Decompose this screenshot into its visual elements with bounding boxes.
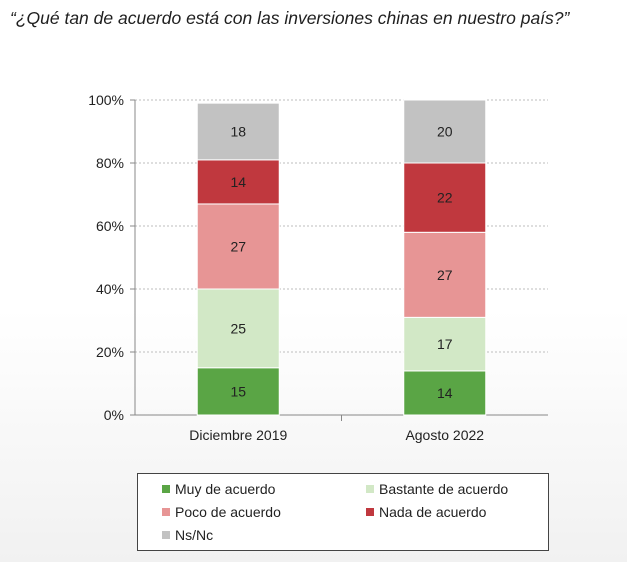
bar-segment: [403, 99, 487, 164]
legend-label: Bastante de acuerdo: [379, 481, 509, 497]
chart-title: “¿Qué tan de acuerdo está con las invers…: [10, 8, 570, 28]
legend-swatch: [366, 485, 374, 493]
x-tick-label: Agosto 2022: [405, 427, 484, 443]
legend-label: Ns/Nc: [175, 527, 214, 543]
data-label: 14: [437, 385, 453, 401]
legend-swatch: [366, 508, 374, 516]
data-label: 27: [437, 267, 453, 283]
data-labels: 15 25 27 14 18 14 17 27 22 20: [230, 124, 452, 401]
legend-item: Bastante de acuerdo: [366, 481, 508, 497]
bar-segment: [403, 316, 487, 372]
legend-label: Nada de acuerdo: [379, 504, 487, 520]
x-tick-label: Diciembre 2019: [189, 427, 287, 443]
data-label: 14: [230, 174, 246, 190]
legend-label: Poco de acuerdo: [175, 504, 281, 520]
data-label: 22: [437, 190, 453, 206]
y-tick-label: 40%: [96, 281, 124, 297]
data-label: 25: [230, 320, 246, 336]
legend-item: Poco de acuerdo: [162, 504, 281, 520]
data-label: 18: [230, 124, 246, 140]
bars: [196, 99, 487, 416]
y-tick-label: 60%: [96, 218, 124, 234]
legend-label: Muy de acuerdo: [175, 481, 276, 497]
data-label: 17: [437, 336, 453, 352]
stacked-bar-chart: 0% 20% 40% 60% 80% 100% Diciembre 2019 Agosto 2…: [88, 92, 548, 443]
data-label: 20: [437, 124, 453, 140]
data-label: 15: [230, 383, 246, 399]
bar-segment: [403, 370, 487, 416]
bar-segment: [196, 288, 280, 369]
bar-segment: [196, 367, 280, 416]
legend-swatch: [162, 531, 170, 539]
legend: Muy de acuerdo Bastante de acuerdo Poco de…: [137, 473, 549, 551]
bar-segment: [196, 159, 280, 205]
y-tick-label: 0%: [104, 407, 124, 423]
data-label: 27: [230, 238, 246, 254]
legend-item: Nada de acuerdo: [366, 504, 486, 520]
legend-item: Muy de acuerdo: [162, 481, 275, 497]
y-tick-label: 20%: [96, 344, 124, 360]
bar-segment: [196, 203, 280, 290]
bar-segment: [403, 162, 487, 233]
legend-swatch: [162, 508, 170, 516]
legend-swatch: [162, 485, 170, 493]
y-tick-label: 100%: [88, 92, 124, 108]
y-tick-label: 80%: [96, 155, 124, 171]
legend-item: Ns/Nc: [162, 527, 213, 543]
bar-segment: [196, 102, 280, 161]
bar-segment: [403, 231, 487, 318]
